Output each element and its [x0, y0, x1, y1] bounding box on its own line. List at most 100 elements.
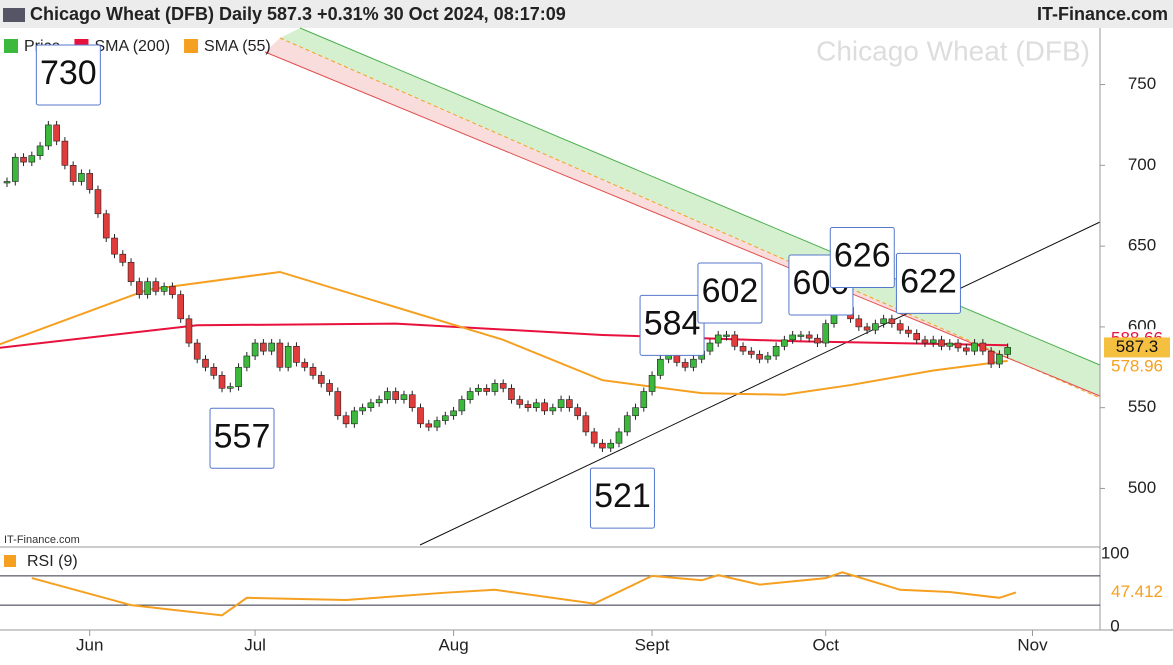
- candle: [599, 442, 606, 449]
- annotation-label: 584: [644, 304, 701, 342]
- legend-label: SMA (55): [204, 38, 271, 55]
- candle: [102, 213, 110, 239]
- annotation-label: 730: [40, 54, 97, 92]
- candle: [549, 407, 557, 412]
- channel-lower: [265, 38, 1100, 398]
- candle: [946, 342, 954, 347]
- brand: IT-Finance.com: [1037, 4, 1168, 24]
- rsi-source: IT-Finance.com: [4, 534, 80, 546]
- candle: [508, 387, 515, 400]
- annotation-box: [639, 294, 705, 356]
- candle: [971, 342, 978, 352]
- candle: [863, 326, 871, 331]
- candle: [351, 410, 358, 425]
- candle: [723, 334, 730, 337]
- y-tick-label: 650: [1128, 236, 1156, 255]
- candle: [433, 420, 441, 428]
- candle: [756, 354, 763, 360]
- candle: [251, 342, 259, 357]
- rsi-label: RSI (9): [27, 553, 78, 570]
- x-tick-label: Jun: [76, 635, 103, 654]
- candle: [475, 387, 482, 392]
- candle: [78, 173, 85, 182]
- annotation-box: [209, 407, 275, 469]
- candle: [996, 354, 1003, 365]
- candle: [607, 442, 615, 449]
- candle: [731, 334, 739, 347]
- candle: [317, 375, 325, 384]
- rsi-tick-label: 100: [1101, 543, 1129, 562]
- value-tag: [1104, 356, 1170, 377]
- x-tick-label: Oct: [813, 635, 840, 654]
- candle: [632, 407, 639, 417]
- candle: [524, 404, 532, 408]
- candle: [805, 334, 813, 339]
- candle: [739, 345, 747, 352]
- candle: [367, 402, 375, 408]
- candle: [574, 407, 581, 417]
- candle: [516, 399, 524, 405]
- annotation-box: [697, 262, 763, 324]
- candle: [61, 140, 69, 166]
- candle: [235, 366, 242, 387]
- x-tick-label: Nov: [1017, 635, 1048, 654]
- candle: [260, 342, 267, 352]
- candle: [1004, 347, 1011, 355]
- candle: [491, 383, 499, 392]
- rsi-line: [31, 571, 1017, 617]
- candle: [648, 375, 656, 392]
- candle: [136, 281, 143, 295]
- candle: [111, 237, 118, 255]
- rsi-value-label: 47.412: [1111, 582, 1163, 601]
- candle: [268, 342, 275, 352]
- annotation-box: [895, 252, 961, 314]
- annotation-box: [35, 44, 101, 106]
- candle: [772, 345, 780, 357]
- candle: [276, 342, 284, 368]
- candle: [822, 323, 830, 344]
- candle: [425, 423, 433, 428]
- candle: [466, 391, 474, 400]
- annotation-label: 622: [900, 262, 957, 300]
- candle: [152, 281, 160, 292]
- candle: [789, 334, 796, 341]
- y-tick-label: 750: [1128, 74, 1156, 93]
- candle: [28, 155, 36, 163]
- candle: [392, 391, 399, 400]
- candle: [888, 318, 896, 324]
- candle: [160, 286, 168, 292]
- header-bar: [0, 0, 1173, 28]
- y-tick-label: 700: [1128, 155, 1156, 174]
- x-tick-label: Jul: [244, 635, 266, 654]
- y-tick-label: 550: [1128, 397, 1156, 416]
- candle: [400, 394, 408, 400]
- candle: [987, 350, 995, 365]
- candle: [615, 431, 623, 444]
- candle: [541, 402, 548, 412]
- candle: [218, 375, 226, 389]
- candle: [342, 415, 350, 425]
- candle: [375, 399, 383, 404]
- candle: [185, 318, 193, 344]
- sma-line: [0, 322, 1008, 349]
- value-tag-label: 578.96: [1111, 356, 1163, 375]
- rsi-tick-label: 0: [1110, 616, 1119, 635]
- candle: [326, 383, 333, 392]
- candle: [747, 350, 755, 355]
- candle: [384, 391, 391, 400]
- y-tick-label: 500: [1128, 478, 1156, 497]
- candle: [243, 355, 251, 368]
- candle: [905, 329, 912, 334]
- candle: [69, 165, 77, 182]
- candle: [94, 189, 102, 215]
- annotation-label: 557: [214, 417, 271, 455]
- candle: [193, 342, 201, 360]
- candle: [797, 334, 805, 337]
- candle: [623, 415, 631, 433]
- legend-label: SMA (200): [94, 38, 170, 55]
- channel-mid: [279, 37, 1101, 399]
- candle: [764, 355, 772, 360]
- candle: [483, 387, 490, 392]
- candle: [45, 124, 52, 147]
